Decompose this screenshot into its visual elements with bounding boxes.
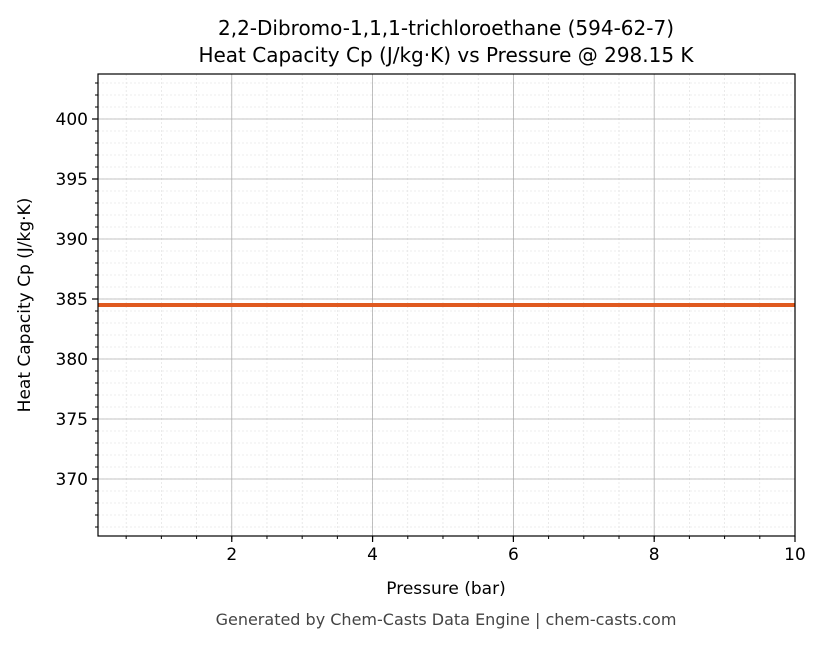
y-axis-label: Heat Capacity Cp (J/kg·K) xyxy=(15,198,35,413)
chart-title-line1: 2,2-Dibromo-1,1,1-trichloroethane (594-6… xyxy=(218,16,674,40)
y-tick-label: 375 xyxy=(56,410,88,430)
y-tick-label: 370 xyxy=(56,470,88,490)
plot-frame xyxy=(97,73,796,537)
grid xyxy=(98,74,796,536)
y-tick-label: 395 xyxy=(56,170,88,190)
y-tick-label: 400 xyxy=(56,110,88,130)
x-tick-label: 4 xyxy=(367,545,378,565)
y-tick-label: 390 xyxy=(56,230,88,250)
x-axis-label: Pressure (bar) xyxy=(386,579,505,599)
x-tick-label: 10 xyxy=(784,545,806,565)
y-tick-label: 385 xyxy=(56,290,88,310)
ticks: 2 4 6 8 10 370 375 380 385 390 395 400 xyxy=(56,82,806,565)
y-tick-label: 380 xyxy=(56,350,88,370)
x-tick-label: 8 xyxy=(649,545,660,565)
x-tick-label: 6 xyxy=(508,545,519,565)
footer-credit: Generated by Chem-Casts Data Engine | ch… xyxy=(216,610,677,629)
x-tick-label: 2 xyxy=(226,545,237,565)
chart-title-line2: Heat Capacity Cp (J/kg·K) vs Pressure @ … xyxy=(198,43,694,67)
